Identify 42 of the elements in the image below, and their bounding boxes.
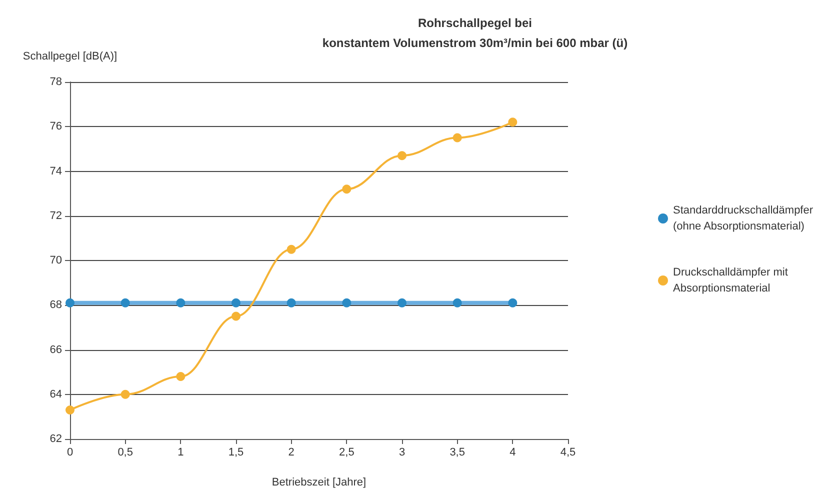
y-tick-label: 76 [50, 120, 62, 133]
y-tick-label: 68 [50, 299, 62, 312]
y-tick-label: 64 [50, 388, 62, 400]
y-tick-label: 66 [50, 344, 62, 356]
point [452, 133, 462, 142]
x-tick-label: 2,5 [339, 446, 354, 458]
x-tick-label: 1,5 [228, 446, 244, 458]
point [342, 298, 352, 308]
y-tick-label: 70 [50, 254, 62, 266]
point [398, 151, 406, 160]
x-tick-label: 3,5 [450, 446, 465, 458]
point [398, 298, 406, 308]
point [176, 372, 186, 382]
legend-label: Standarddruckschalldämpfer (ohne Absorptionsmaterial) [673, 204, 816, 232]
x-tick-label: 0 [66, 446, 74, 458]
x-tick-label: 3 [398, 446, 406, 458]
point [120, 390, 130, 399]
chart-title: Rohrschallpegel bei konstantem Volumenstrom 30m³/min bei 600 mbar (ü) [322, 16, 628, 50]
point [176, 298, 186, 308]
point [342, 184, 352, 194]
x-tick-label: 2 [288, 446, 294, 458]
point [508, 298, 518, 308]
point [286, 298, 296, 308]
point [66, 405, 74, 414]
y-tick-label: 78 [50, 76, 62, 88]
y-axis-title: Schallpegel [dB(A)] [22, 50, 118, 62]
y-tick-label: 72 [50, 210, 62, 222]
point [66, 298, 74, 308]
point [232, 298, 240, 308]
point [452, 298, 462, 308]
point [232, 312, 240, 321]
y-tick-label: 74 [50, 165, 62, 178]
x-tick-label: 0,5 [118, 446, 133, 458]
x-axis-title: Betriebszeit [Jahre] [272, 476, 366, 488]
point [286, 244, 296, 254]
point [508, 118, 518, 127]
x-tick-label: 4,5 [560, 446, 576, 458]
legend-label: Druckschalldämpfer mit Absorptionsmaterial [673, 266, 791, 294]
point [120, 298, 130, 308]
x-tick-label: 4 [510, 446, 516, 458]
x-tick-label: 1 [178, 446, 184, 458]
y-tick-label: 62 [50, 433, 62, 445]
